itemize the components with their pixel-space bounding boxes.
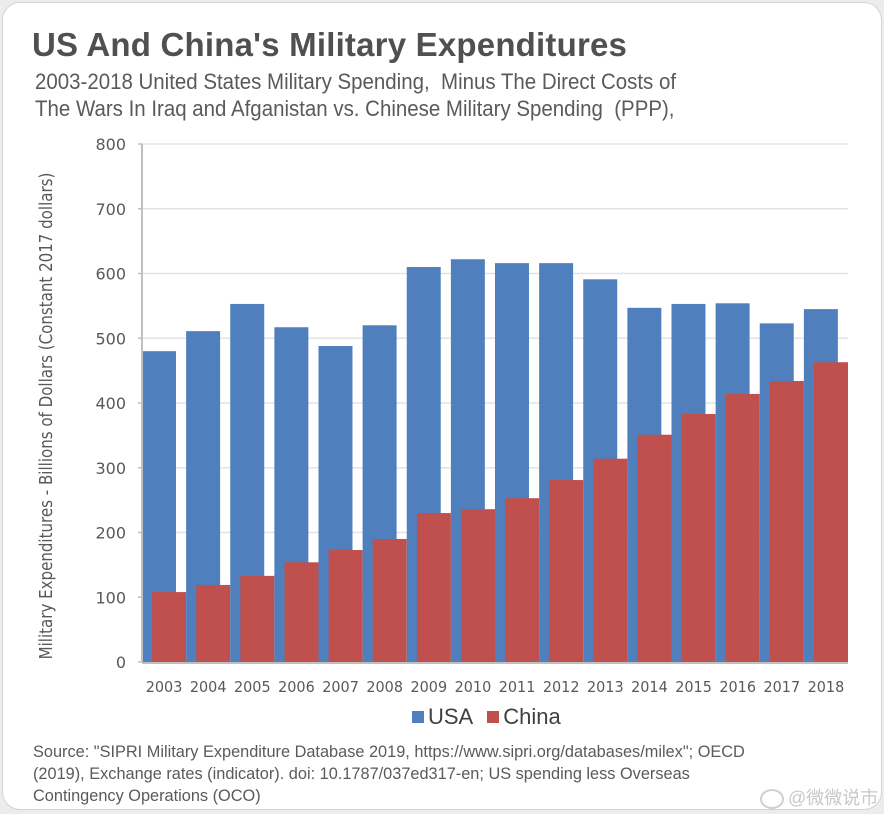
axes	[138, 143, 848, 664]
legend-item-usa: USA	[412, 704, 473, 730]
y-tick-label: 0	[116, 653, 126, 672]
bar-china-2017	[769, 380, 804, 662]
bar-china-2018	[814, 362, 848, 662]
y-tick-label: 600	[95, 265, 126, 284]
x-tick-label: 2007	[322, 678, 359, 697]
bar-china-2016	[725, 393, 760, 662]
legend-swatch-china	[487, 711, 500, 723]
bar-china-2010	[461, 509, 495, 662]
x-tick-label: 2014	[631, 678, 668, 697]
y-tick-label: 800	[95, 135, 126, 154]
subtitle-line-1: 2003-2018 United States Military Spendin…	[35, 69, 677, 94]
y-tick-label: 300	[95, 459, 126, 478]
x-tick-label: 2009	[410, 678, 447, 697]
y-tick-label: 700	[95, 200, 126, 219]
x-tick-label: 2013	[587, 678, 624, 697]
x-tick-label: 2016	[719, 678, 756, 697]
y-tick-label: 200	[95, 524, 126, 543]
legend-swatch-usa	[412, 711, 424, 723]
bar-china-2004	[196, 584, 231, 662]
bar-china-2005	[240, 575, 275, 662]
bar-china-2013	[593, 458, 628, 662]
bars	[142, 259, 848, 662]
legend-item-china: China	[487, 704, 561, 730]
x-tick-label: 2011	[499, 678, 536, 697]
bar-china-2012	[549, 480, 584, 662]
legend: USA China	[412, 704, 569, 730]
bar-china-2008	[372, 538, 407, 662]
x-tick-label: 2008	[366, 678, 403, 697]
y-tick-label: 400	[95, 394, 126, 413]
source-line-3: Contingency Operations (OCO)	[33, 786, 261, 805]
subtitle-line-2: The Wars In Iraq and Afganistan vs. Chin…	[35, 96, 675, 121]
bar-china-2007	[328, 549, 363, 662]
watermark-text: @微微说市	[788, 788, 879, 808]
x-tick-label: 2018	[808, 678, 845, 697]
y-axis-label: Military Expenditures - Billions of Doll…	[36, 173, 56, 660]
x-tick-label: 2006	[278, 678, 315, 697]
tick-labels: 0 100 200 300 400 500 600 700 800 2003 2004 2005 200…	[95, 135, 844, 696]
x-tick-label: 2003	[146, 678, 183, 697]
x-tick-label: 2005	[234, 678, 271, 697]
bar-china-2009	[416, 513, 451, 662]
bar-china-2003	[152, 592, 187, 662]
watermark: @微微说市	[760, 784, 878, 810]
source-note: Source: "SIPRI Military Expenditure Data…	[33, 741, 849, 807]
source-line-1: Source: "SIPRI Military Expenditure Data…	[33, 742, 745, 761]
legend-label-usa: USA	[428, 704, 474, 729]
bar-china-2015	[681, 414, 716, 662]
x-tick-label: 2015	[675, 678, 712, 697]
chart-subtitle: 2003-2018 United States Military Spendin…	[35, 68, 676, 122]
bar-china-2006	[284, 562, 319, 662]
x-tick-label: 2012	[543, 678, 580, 697]
y-tick-label: 100	[95, 588, 126, 607]
y-tick-label: 500	[95, 329, 126, 348]
bar-china-2014	[637, 434, 672, 662]
chart-title: US And China's Military Expenditures	[32, 26, 628, 63]
bar-china-2011	[505, 498, 540, 662]
x-tick-label: 2017	[763, 678, 800, 697]
source-line-2: (2019), Exchange rates (indicator). doi:…	[33, 764, 690, 783]
x-tick-label: 2010	[455, 678, 492, 697]
legend-label-china: China	[503, 704, 561, 729]
weibo-icon	[760, 789, 784, 810]
x-tick-label: 2004	[190, 678, 227, 697]
